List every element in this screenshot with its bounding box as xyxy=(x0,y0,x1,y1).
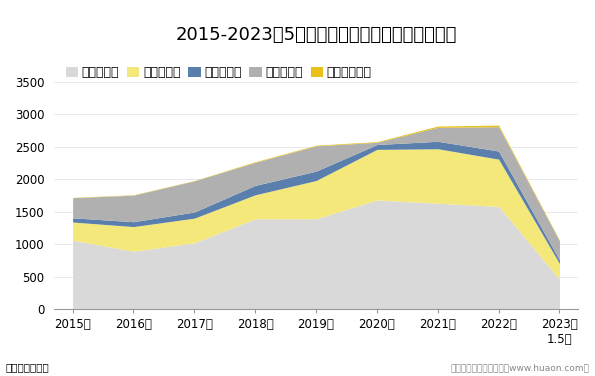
Text: 单位：亿千瓦时: 单位：亿千瓦时 xyxy=(6,362,50,372)
Title: 2015-2023年5月福建省各发电类型发电量统计图: 2015-2023年5月福建省各发电类型发电量统计图 xyxy=(176,26,457,44)
Text: 制图：华经产业研究院（www.huaon.com）: 制图：华经产业研究院（www.huaon.com） xyxy=(450,363,589,372)
Legend: 火力发电量, 核能发电量, 风力发电量, 水力发电量, 太阳能发电量: 火力发电量, 核能发电量, 风力发电量, 水力发电量, 太阳能发电量 xyxy=(61,61,377,84)
